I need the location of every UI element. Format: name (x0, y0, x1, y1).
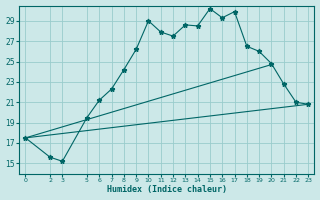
X-axis label: Humidex (Indice chaleur): Humidex (Indice chaleur) (107, 185, 227, 194)
